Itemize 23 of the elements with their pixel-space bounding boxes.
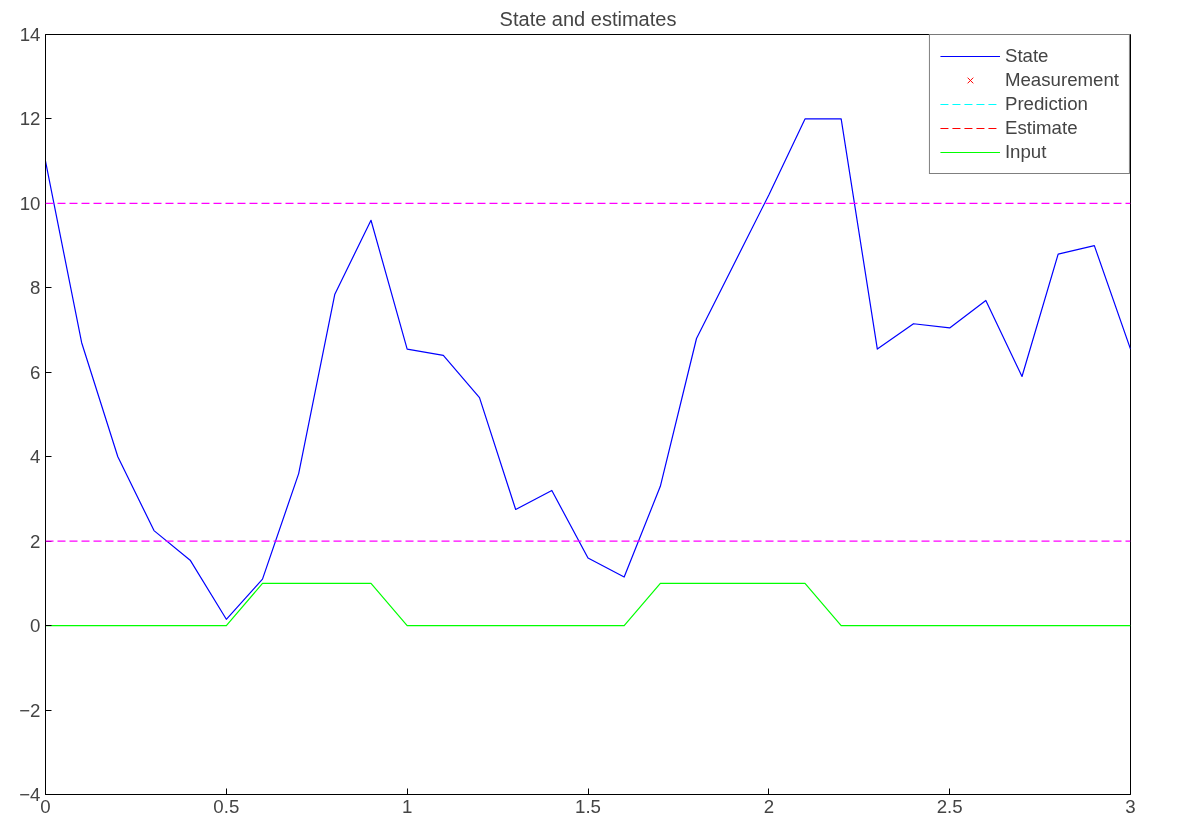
y-tick-label: −4 xyxy=(19,784,41,805)
x-tick-label: 3 xyxy=(1125,795,1136,817)
y-tick-label: 6 xyxy=(30,361,41,383)
legend-label: State xyxy=(1004,45,1049,67)
y-tick-label: 10 xyxy=(19,192,41,214)
x-tick-label: 0.5 xyxy=(213,795,240,817)
legend-label: Prediction xyxy=(1004,93,1088,115)
y-tick-label: 12 xyxy=(19,108,41,130)
y-tick-label: 14 xyxy=(19,24,41,45)
legend-label: Estimate xyxy=(1004,117,1078,139)
legend-label: Input xyxy=(1004,141,1047,163)
y-tick-label: 2 xyxy=(30,530,41,552)
x-tick-label: 1.5 xyxy=(575,795,601,817)
y-tick-label: −2 xyxy=(19,699,41,721)
chart-title: State and estimates xyxy=(499,7,677,30)
line-series xyxy=(45,118,1131,620)
x-tick-label: 2 xyxy=(763,795,775,817)
y-tick-label: 8 xyxy=(30,277,41,299)
y-tick-label: 0 xyxy=(30,615,41,637)
x-tick-label: 1 xyxy=(401,795,413,817)
y-tick-label: 4 xyxy=(30,446,41,468)
legend-label: Measurement xyxy=(1004,69,1119,91)
x-tick-label: 2.5 xyxy=(936,795,963,817)
